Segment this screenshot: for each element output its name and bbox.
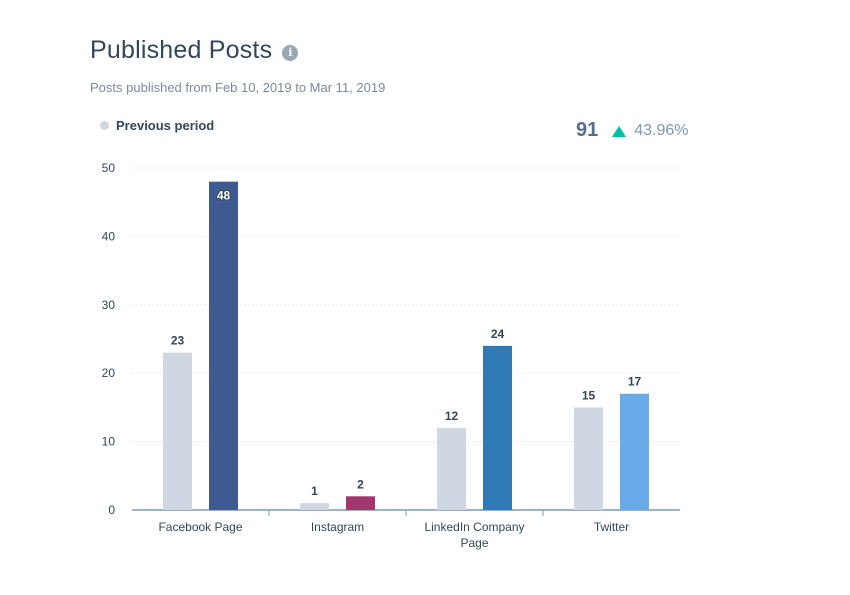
summary-metric: 91 43.96% — [576, 119, 689, 142]
title-row: Published Posts i — [90, 36, 299, 65]
data-label: 2 — [357, 477, 364, 491]
x-category-label: Twitter — [594, 520, 629, 534]
x-category-label: Page — [460, 536, 488, 550]
x-category-label: Instagram — [311, 520, 364, 534]
data-label: 17 — [628, 375, 642, 389]
y-tick-label: 40 — [102, 229, 116, 243]
x-category-label: LinkedIn Company — [424, 520, 524, 534]
percent-change-value: 43.96% — [634, 121, 689, 139]
date-range-subtitle: Posts published from Feb 10, 2019 to Mar… — [90, 80, 386, 95]
x-category-label: Facebook Page — [158, 520, 242, 534]
y-tick-label: 50 — [102, 161, 116, 175]
y-tick-label: 0 — [108, 503, 115, 517]
info-icon[interactable]: i — [282, 44, 299, 61]
page-title: Published Posts — [90, 36, 273, 64]
bar-current — [209, 181, 238, 510]
bar-previous — [437, 427, 466, 510]
data-label: 48 — [217, 189, 231, 203]
data-label: 1 — [311, 484, 318, 498]
legend-previous-dot — [100, 121, 109, 130]
data-label: 23 — [171, 334, 185, 348]
bar-current — [346, 496, 375, 510]
bar-current — [620, 393, 649, 510]
chart-legend: Previous period — [100, 118, 214, 133]
total-posts-value: 91 — [576, 119, 599, 141]
data-label: 24 — [491, 327, 505, 341]
bar-previous — [574, 407, 603, 510]
bar-previous — [163, 352, 192, 510]
bar-current — [483, 345, 512, 510]
y-tick-label: 10 — [102, 435, 116, 449]
up-arrow-icon — [612, 125, 627, 137]
legend-previous-label[interactable]: Previous period — [116, 118, 215, 133]
data-label: 12 — [445, 409, 459, 423]
y-tick-label: 30 — [102, 298, 116, 312]
bar-previous — [300, 503, 329, 510]
data-label: 15 — [582, 388, 596, 402]
y-tick-label: 20 — [102, 366, 116, 380]
